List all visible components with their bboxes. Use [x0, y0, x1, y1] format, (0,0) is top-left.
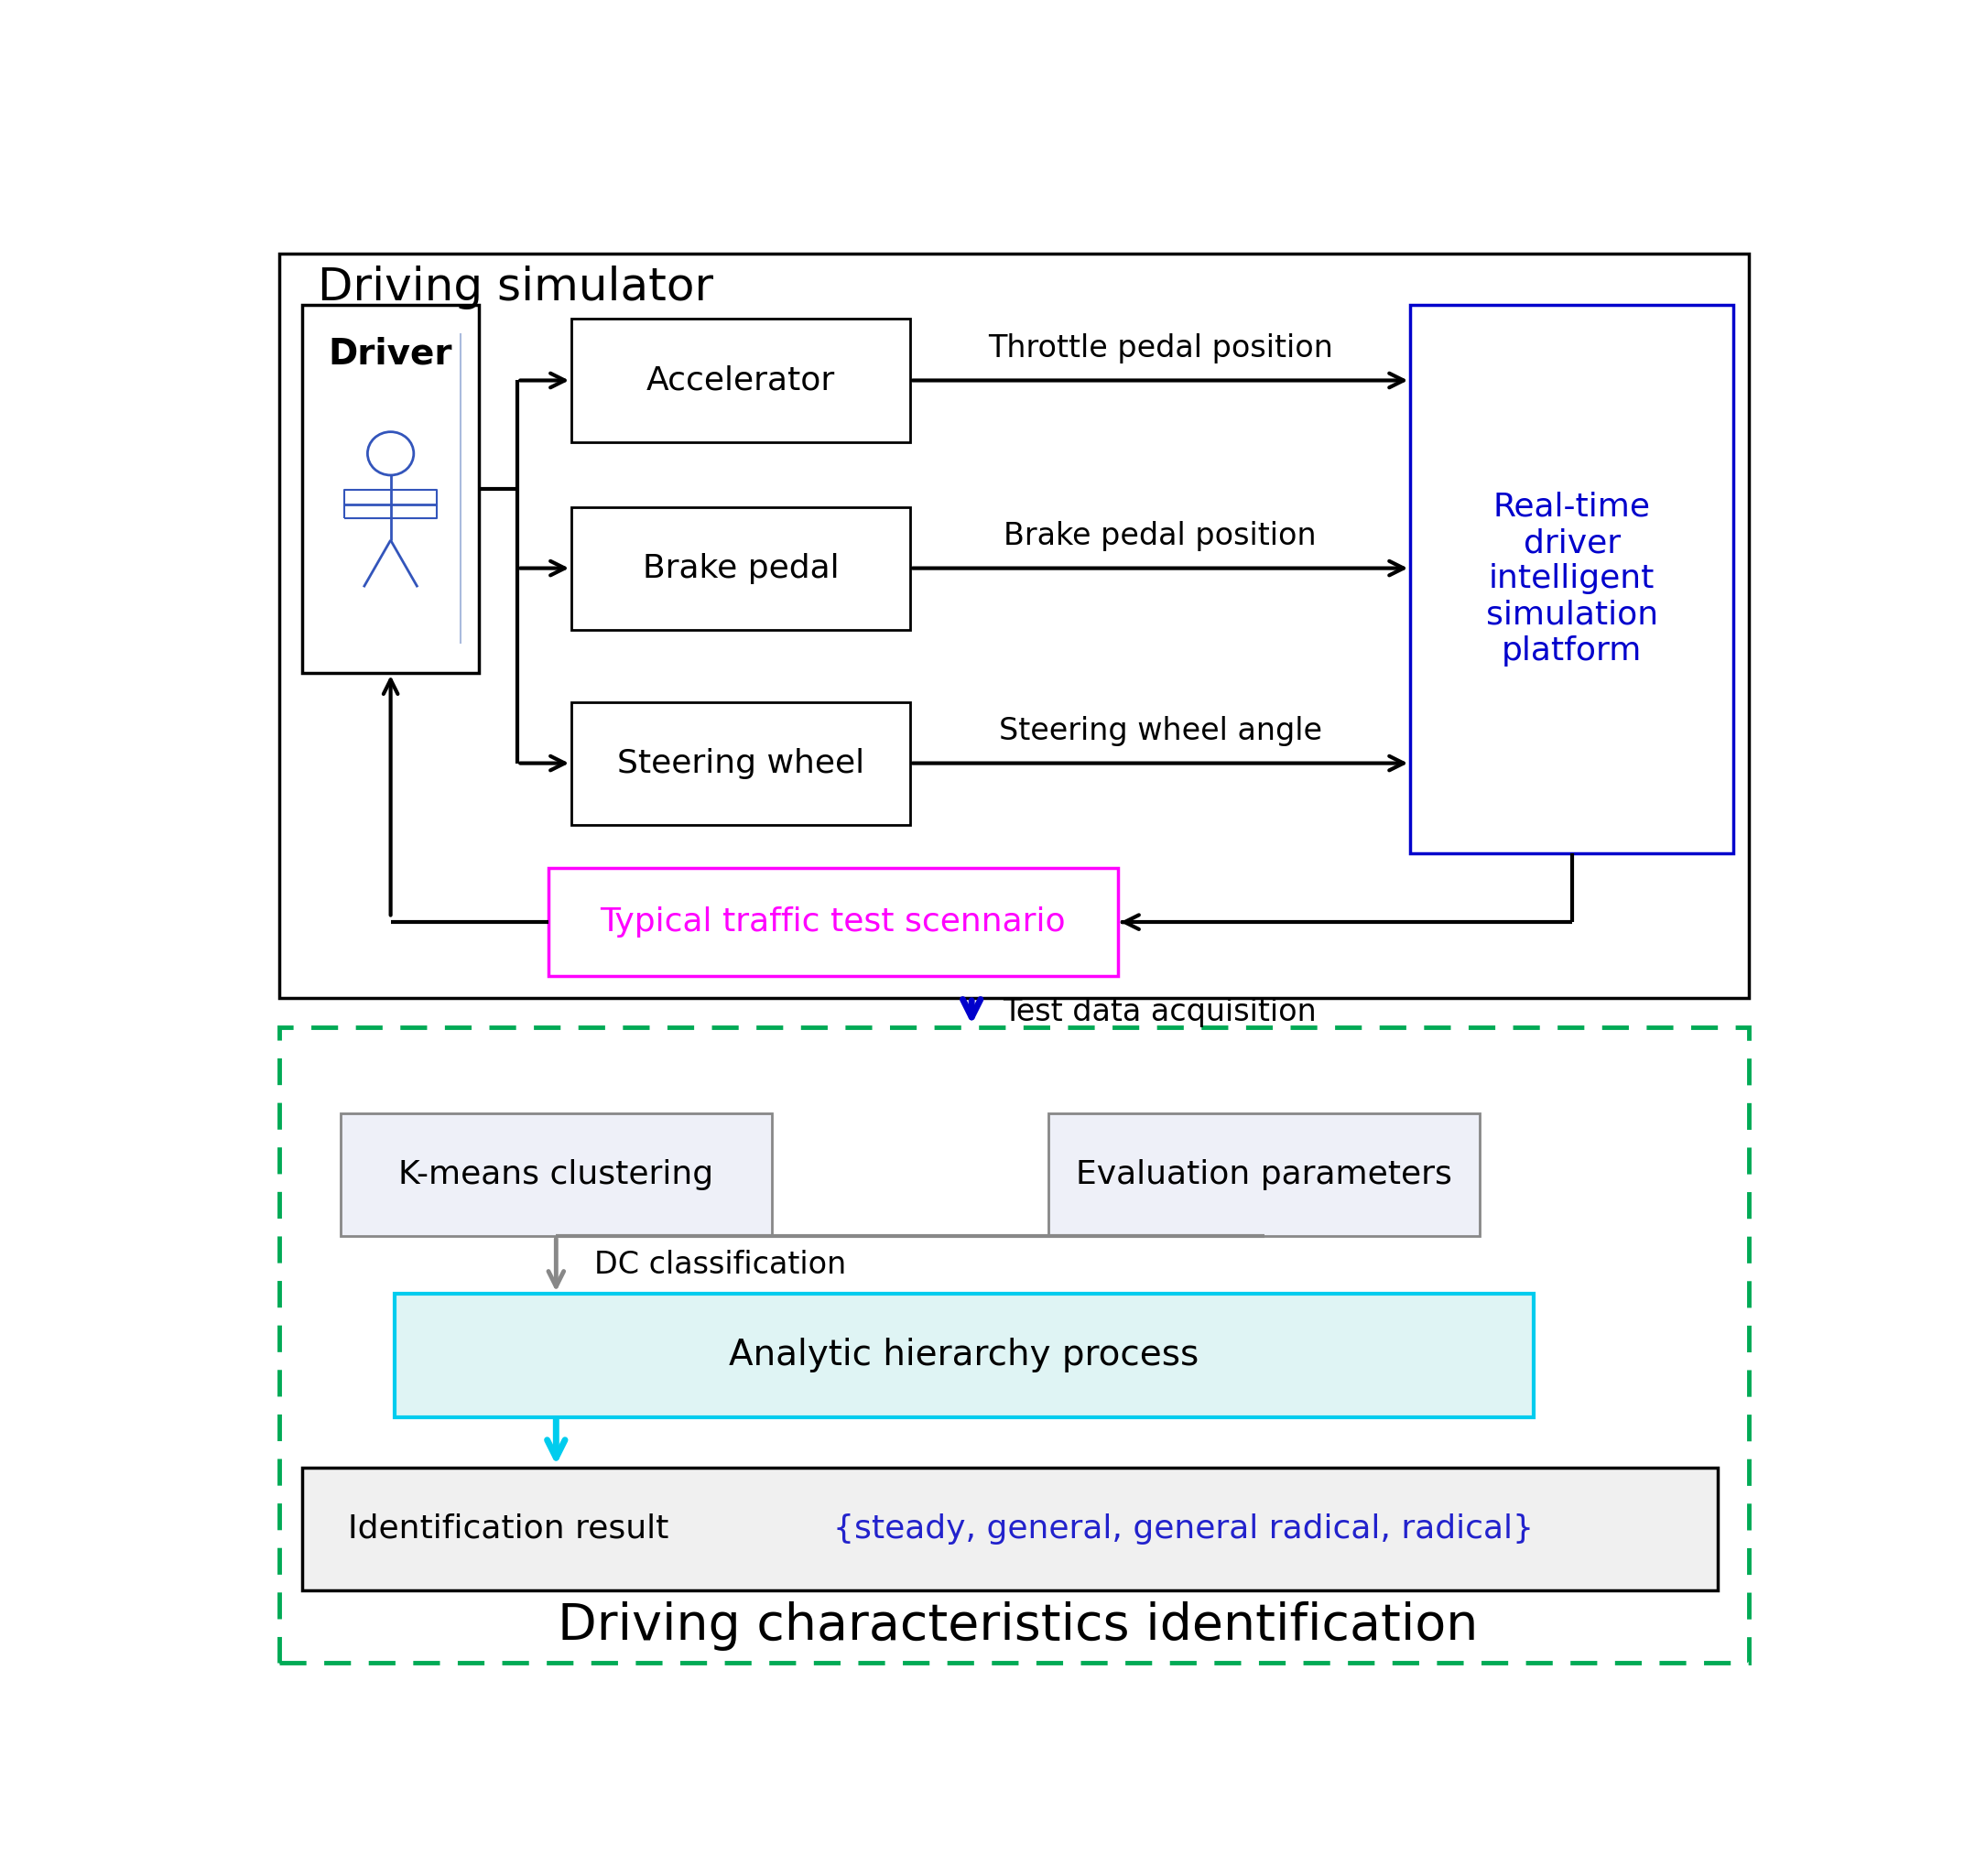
Text: Driving characteristics identification: Driving characteristics identification: [558, 1602, 1478, 1651]
Text: Accelerator: Accelerator: [645, 364, 836, 396]
Text: Throttle pedal position: Throttle pedal position: [987, 332, 1333, 364]
Text: Test data acquisition: Test data acquisition: [1003, 998, 1317, 1028]
FancyBboxPatch shape: [278, 1026, 1750, 1662]
FancyBboxPatch shape: [395, 1294, 1533, 1416]
Text: Identification result: Identification result: [348, 1514, 669, 1544]
FancyBboxPatch shape: [278, 253, 1750, 998]
Text: Steering wheel: Steering wheel: [618, 749, 864, 779]
FancyBboxPatch shape: [342, 1114, 771, 1236]
FancyBboxPatch shape: [572, 319, 910, 441]
Text: Analytic hierarchy process: Analytic hierarchy process: [729, 1338, 1200, 1373]
FancyBboxPatch shape: [1410, 304, 1734, 854]
FancyBboxPatch shape: [302, 1467, 1718, 1591]
Text: Brake pedal: Brake pedal: [643, 553, 838, 583]
Text: K-means clustering: K-means clustering: [399, 1159, 713, 1191]
Text: Driving simulator: Driving simulator: [318, 266, 713, 310]
Text: Steering wheel angle: Steering wheel angle: [999, 715, 1323, 747]
Text: Typical traffic test scennario: Typical traffic test scennario: [600, 906, 1066, 938]
Text: Brake pedal position: Brake pedal position: [1003, 522, 1317, 552]
FancyBboxPatch shape: [302, 304, 479, 673]
Text: Driver: Driver: [328, 336, 453, 371]
Text: Evaluation parameters: Evaluation parameters: [1076, 1159, 1452, 1191]
FancyBboxPatch shape: [572, 507, 910, 630]
Text: Real-time
driver
intelligent
simulation
platform: Real-time driver intelligent simulation …: [1486, 492, 1658, 666]
FancyBboxPatch shape: [548, 869, 1118, 976]
Text: {steady, general, general radical, radical}: {steady, general, general radical, radic…: [834, 1514, 1533, 1544]
FancyBboxPatch shape: [572, 702, 910, 825]
FancyBboxPatch shape: [1049, 1114, 1480, 1236]
Text: DC classification: DC classification: [594, 1249, 846, 1279]
